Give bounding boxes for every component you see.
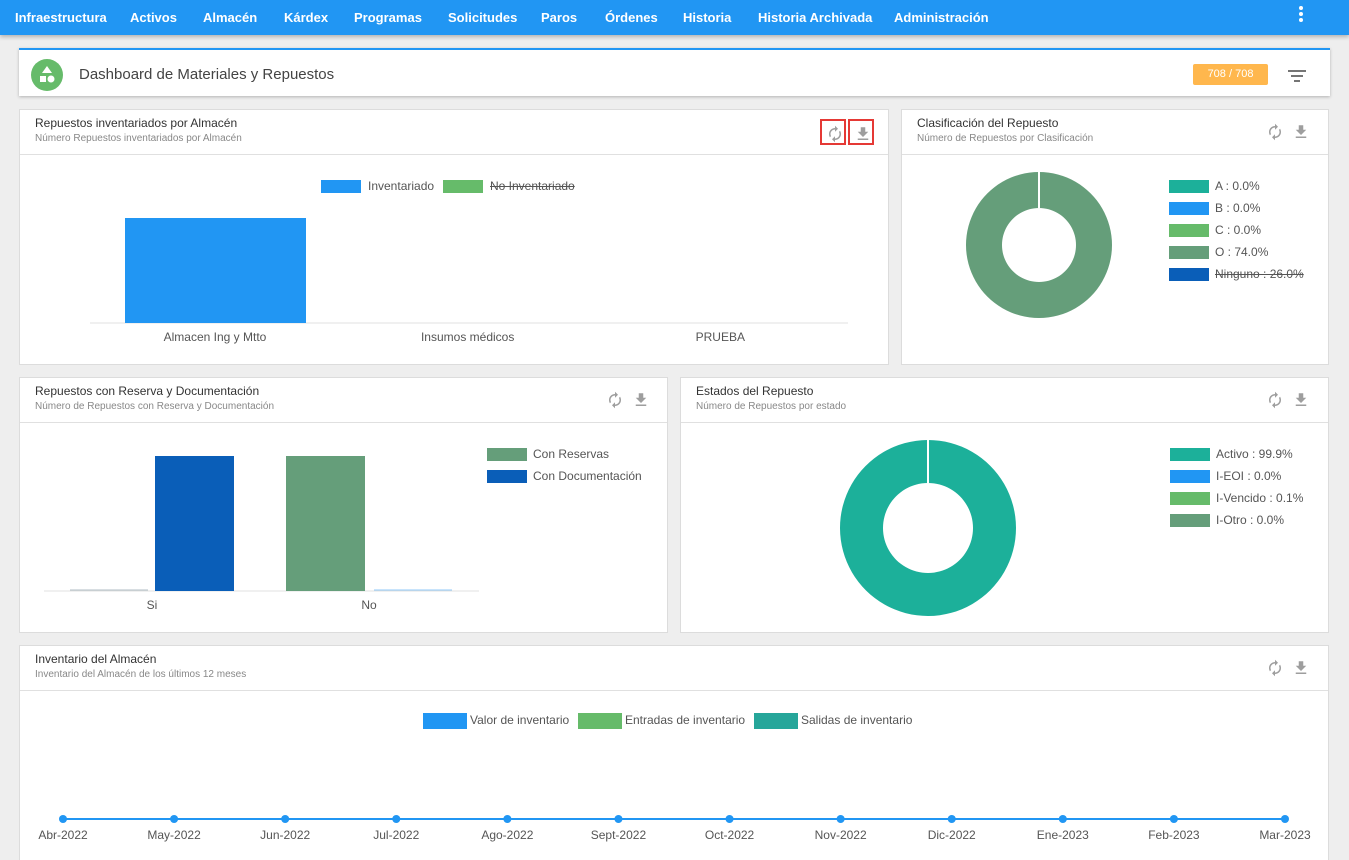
panel-tools [820,119,876,145]
panel-title: Inventario del Almacén [35,652,157,666]
data-point [1169,815,1178,823]
refresh-icon[interactable] [1262,387,1288,413]
x-tick-label: Insumos médicos [421,330,514,344]
top-navbar: Infraestructura Activos Almacén Kárdex P… [0,0,1349,35]
x-tick-label: Sept-2022 [591,828,647,842]
data-point [725,815,734,823]
data-point [1281,815,1289,823]
x-tick-label: Dic-2022 [928,828,976,842]
panel-subtitle: Número de Repuestos por estado [696,401,847,412]
refresh-icon[interactable] [820,119,846,145]
nav-item-historia-archivada[interactable]: Historia Archivada [758,10,873,25]
pie-slice-o [965,172,1112,318]
data-point [281,815,290,823]
data-point [392,815,401,823]
x-tick-label: Feb-2023 [1148,828,1200,842]
x-tick-label: Ago-2022 [481,828,533,842]
panel-subtitle: Número Repuestos inventariados por Almac… [35,133,242,144]
refresh-icon[interactable] [602,387,628,413]
panel-title: Repuestos con Reserva y Documentación [35,384,260,398]
download-icon[interactable] [1288,119,1314,145]
nav-item-activos[interactable]: Activos [130,10,177,25]
data-point [170,815,179,823]
x-tick-label: May-2022 [147,828,201,842]
panel-subtitle: Número de Repuestos por Clasificación [917,133,1094,144]
panel-header: Clasificación del Repuesto Número de Rep… [902,110,1328,155]
x-tick-label: No [361,598,377,612]
panel-title: Clasificación del Repuesto [917,116,1059,130]
panel-header: Estados del Repuesto Número de Repuestos… [681,378,1328,423]
chart-reserva: Si No [44,456,479,612]
x-tick-label: PRUEBA [696,330,745,344]
refresh-icon[interactable] [1262,119,1288,145]
panel-tools [1262,655,1318,681]
nav-item-infraestructura[interactable]: Infraestructura [15,10,107,25]
panel-tools [602,387,658,413]
chart-almacen: Almacen Ing y Mtto Insumos médicos PRUEBA [90,218,848,344]
kebab-menu-icon[interactable] [1291,6,1311,26]
panel-header: Repuestos con Reserva y Documentación Nú… [20,378,667,423]
nav-item-almacen[interactable]: Almacén [203,10,258,25]
page-title: Dashboard de Materiales y Repuestos [79,66,335,83]
panel-tools [1262,387,1318,413]
x-tick-label: Abr-2022 [38,828,88,842]
panel-title: Repuestos inventariados por Almacén [35,116,238,130]
download-icon[interactable] [1288,655,1314,681]
data-point [59,815,67,823]
nav-item-solicitudes[interactable]: Solicitudes [448,10,518,25]
x-tick-label: Almacen Ing y Mtto [164,330,267,344]
dashboard-header: Dashboard de Materiales y Repuestos 708 … [19,48,1330,96]
nav-item-administracion[interactable]: Administración [894,10,989,25]
panel-reserva: Repuestos con Reserva y Documentación Nú… [19,377,668,633]
panel-header: Repuestos inventariados por Almacén Núme… [20,110,888,155]
data-point [836,815,845,823]
panel-subtitle: Número de Repuestos con Reserva y Docume… [35,401,275,412]
x-tick-label: Ene-2023 [1037,828,1089,842]
x-tick-label: Nov-2022 [815,828,867,842]
download-icon[interactable] [1288,387,1314,413]
panel-clasificacion: Clasificación del Repuesto Número de Rep… [901,109,1329,365]
download-icon[interactable] [628,387,654,413]
data-point [1058,815,1067,823]
bar-con-documentacion [155,456,234,591]
panel-almacen: Repuestos inventariados por Almacén Núme… [19,109,889,365]
x-tick-label: Jul-2022 [373,828,419,842]
nav-item-historia[interactable]: Historia [683,10,732,25]
chart-inventario: Abr-2022 May-2022 Jun-2022 Jul-2022 Ago-2022… [38,815,1311,842]
refresh-icon[interactable] [1262,655,1288,681]
data-point [947,815,956,823]
panel-inventario: Inventario del Almacén Inventario del Al… [19,645,1329,860]
chart-estados [839,440,1016,616]
x-tick-label: Mar-2023 [1259,828,1311,842]
panel-estados: Estados del Repuesto Número de Repuestos… [680,377,1329,633]
nav-item-programas[interactable]: Programas [354,10,422,25]
count-badge: 708 / 708 [1193,64,1268,85]
nav-item-kardex[interactable]: Kárdex [284,10,329,25]
panel-tools [1262,119,1318,145]
nav-item-ordenes[interactable]: Órdenes [605,10,658,25]
filter-icon[interactable] [1287,68,1307,84]
bar-inventariado [125,218,306,323]
download-icon[interactable] [848,119,874,145]
x-tick-label: Si [147,598,158,612]
nav-item-paros[interactable]: Paros [541,10,578,25]
data-point [503,815,512,823]
pie-slice-activo [839,440,1016,616]
x-tick-label: Oct-2022 [705,828,755,842]
panel-title: Estados del Repuesto [696,384,814,398]
chart-clasificacion [965,172,1112,318]
panel-header: Inventario del Almacén Inventario del Al… [20,646,1328,691]
x-tick-label: Jun-2022 [260,828,310,842]
bar-con-reservas [286,456,365,591]
panel-subtitle: Inventario del Almacén de los últimos 12… [35,669,247,680]
shapes-icon [31,59,63,91]
data-point [614,815,623,823]
